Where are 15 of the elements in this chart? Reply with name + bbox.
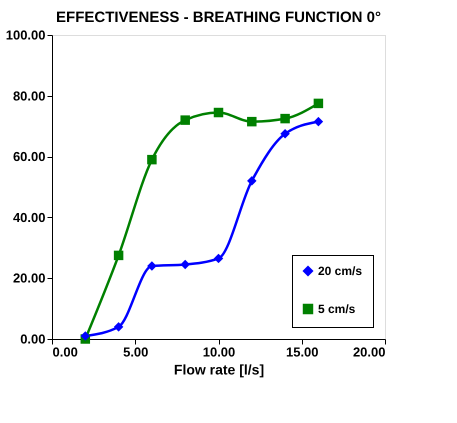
x-axis-title: Flow rate [l/s]	[174, 362, 264, 378]
x-tick-label: 10.00	[202, 344, 236, 360]
x-tick-label: 15.00	[286, 344, 319, 360]
y-tick-label: 80.00	[12, 88, 46, 104]
y-tick-label: 100.00	[6, 28, 46, 42]
x-tick-label: 20.00	[352, 344, 386, 360]
x-tick-label: 5.00	[123, 344, 148, 360]
y-tick-label: 0.00	[20, 332, 46, 346]
y-tick-label: 20.00	[12, 270, 46, 286]
y-tick-label: 60.00	[12, 149, 46, 164]
chart-title: EFFECTIVENESS - BREATHING FUNCTION 0°	[56, 9, 381, 26]
y-tick-label: 40.00	[12, 210, 46, 225]
legend-label: 20 cm/s	[318, 264, 362, 278]
legend-label: 5 cm/s	[318, 302, 356, 316]
x-tick-label: 0.00	[52, 344, 78, 360]
